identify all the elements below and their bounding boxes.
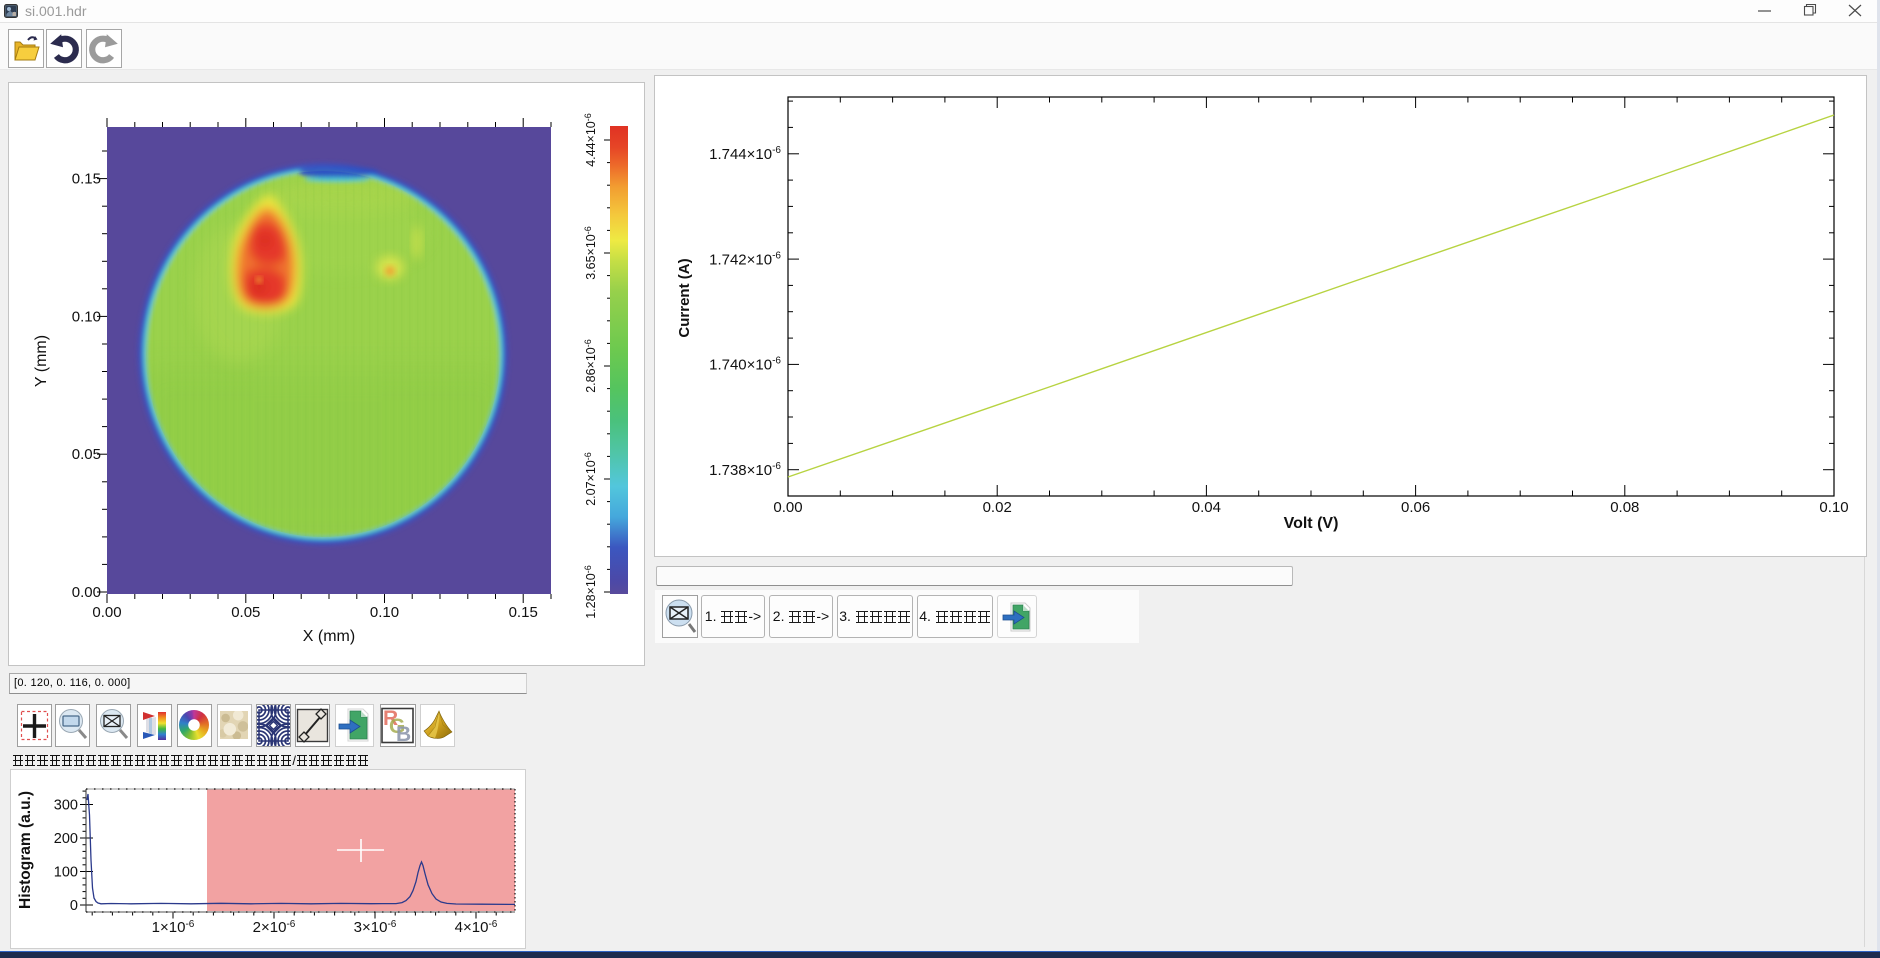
- svg-text:0.10: 0.10: [1819, 499, 1848, 516]
- svg-text:2.07×10-6: 2.07×10-6: [583, 452, 598, 506]
- svg-text:1.28×10-6: 1.28×10-6: [583, 565, 598, 619]
- svg-text:1.738×10-6: 1.738×10-6: [709, 461, 781, 479]
- svg-text:200: 200: [54, 831, 78, 847]
- svg-text:0: 0: [70, 898, 78, 914]
- svg-text:0.10: 0.10: [72, 308, 101, 325]
- svg-text:0.00: 0.00: [92, 604, 121, 621]
- svg-text:4×10-6: 4×10-6: [455, 919, 498, 936]
- svg-text:B: B: [396, 723, 411, 746]
- svg-text:1×10-6: 1×10-6: [152, 919, 195, 936]
- svg-text:X (mm): X (mm): [303, 628, 355, 645]
- svg-text:Current (A): Current (A): [676, 258, 693, 337]
- svg-text:0.05: 0.05: [72, 446, 101, 463]
- svg-text:Histogram (a.u.): Histogram (a.u.): [17, 791, 34, 909]
- svg-text:3×10-6: 3×10-6: [354, 919, 397, 936]
- svg-text:2×10-6: 2×10-6: [253, 919, 296, 936]
- svg-text:1.742×10-6: 1.742×10-6: [709, 250, 781, 268]
- svg-text:300: 300: [54, 798, 78, 814]
- svg-text:0.06: 0.06: [1401, 499, 1430, 516]
- svg-text:4.44×10-6: 4.44×10-6: [583, 113, 598, 167]
- svg-text:0.10: 0.10: [370, 604, 399, 621]
- svg-text:0.05: 0.05: [231, 604, 260, 621]
- svg-text:0.04: 0.04: [1192, 499, 1221, 516]
- svg-text:0.00: 0.00: [72, 584, 101, 601]
- svg-text:0.02: 0.02: [983, 499, 1012, 516]
- svg-text:2.86×10-6: 2.86×10-6: [583, 339, 598, 393]
- svg-text:1.744×10-6: 1.744×10-6: [709, 145, 781, 163]
- svg-text:0.08: 0.08: [1610, 499, 1639, 516]
- svg-text:0.15: 0.15: [509, 604, 538, 621]
- svg-text:G: G: [389, 715, 405, 738]
- svg-text:0.00: 0.00: [773, 499, 802, 516]
- svg-text:3.65×10-6: 3.65×10-6: [583, 226, 598, 280]
- svg-text:R: R: [383, 707, 398, 730]
- svg-text:100: 100: [54, 865, 78, 881]
- svg-text:0.15: 0.15: [72, 171, 101, 188]
- svg-text:Volt (V): Volt (V): [1284, 515, 1339, 532]
- svg-text:Y (mm): Y (mm): [33, 335, 50, 387]
- svg-text:1.740×10-6: 1.740×10-6: [709, 356, 781, 374]
